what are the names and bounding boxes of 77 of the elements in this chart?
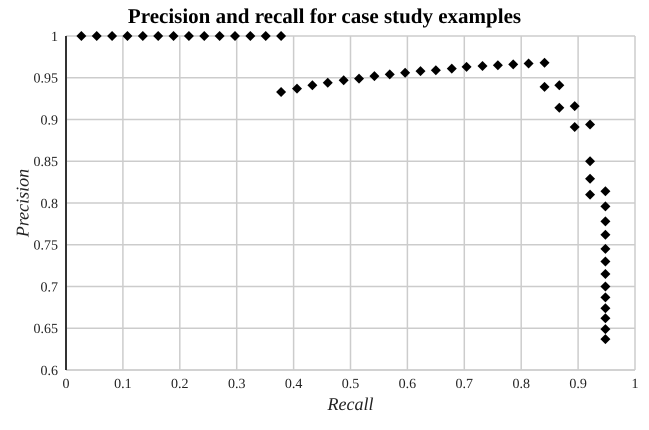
- chart-title: Precision and recall for case study examples: [126, 4, 522, 28]
- point: [138, 31, 148, 41]
- point: [384, 69, 395, 80]
- y-tick-label: 0.6: [40, 364, 58, 379]
- point: [585, 174, 596, 184]
- point: [600, 244, 610, 254]
- point: [570, 122, 580, 132]
- point: [524, 58, 534, 69]
- point: [168, 31, 179, 41]
- point: [585, 156, 596, 166]
- x-tick-label: 0.3: [228, 376, 246, 392]
- point: [184, 31, 194, 41]
- point: [600, 292, 610, 302]
- x-tick-label: 0.2: [171, 376, 189, 392]
- point: [600, 324, 610, 334]
- point: [430, 65, 441, 76]
- point: [570, 101, 580, 112]
- point: [199, 31, 210, 41]
- point: [600, 216, 610, 226]
- y-tick-label: 0.65: [34, 322, 58, 338]
- point: [600, 334, 610, 344]
- point: [415, 66, 426, 76]
- x-tick-label: 0.8: [512, 376, 530, 392]
- point: [600, 256, 610, 266]
- y-axis-title: Precision: [12, 168, 32, 238]
- point: [585, 120, 596, 130]
- point: [292, 84, 302, 94]
- point: [600, 201, 610, 212]
- point: [600, 230, 610, 240]
- y-tick-label: 0.75: [34, 238, 58, 254]
- point: [554, 102, 564, 113]
- point: [600, 268, 610, 279]
- point: [462, 62, 472, 72]
- point: [478, 61, 488, 72]
- point: [107, 31, 118, 41]
- point: [354, 74, 364, 84]
- point: [540, 82, 550, 92]
- x-tick-label: 0.6: [398, 376, 416, 392]
- point: [492, 60, 503, 70]
- x-tick-label: 0.1: [114, 376, 132, 392]
- point: [307, 80, 318, 90]
- point: [245, 31, 256, 41]
- point: [400, 68, 410, 78]
- point: [600, 303, 610, 314]
- point: [600, 186, 610, 196]
- y-tick-label: 0.8: [40, 196, 58, 212]
- point: [369, 71, 380, 82]
- point: [276, 31, 286, 41]
- x-tick-label: 0.7: [456, 376, 474, 392]
- x-tick-label: 0.5: [342, 376, 360, 392]
- y-tick-label: 0.85: [34, 155, 58, 170]
- y-tick-label: 0.9: [40, 113, 58, 128]
- point: [276, 86, 286, 97]
- point: [92, 31, 102, 41]
- point: [153, 31, 164, 41]
- point: [554, 80, 564, 90]
- point: [600, 313, 610, 324]
- point: [600, 282, 610, 292]
- x-tick-label: 0.4: [284, 376, 302, 392]
- x-axis-title: Recall: [326, 394, 374, 414]
- point: [540, 58, 550, 68]
- x-tick-label: 1: [632, 376, 638, 392]
- y-tick-label: 1: [51, 30, 58, 45]
- point: [508, 59, 518, 70]
- point: [446, 64, 457, 74]
- x-tick-label: 0.9: [569, 376, 587, 392]
- point: [585, 190, 596, 200]
- point: [322, 78, 333, 88]
- y-tick-label: 0.95: [34, 72, 58, 87]
- point: [260, 31, 271, 41]
- point: [230, 31, 240, 41]
- x-tick-label: 0: [62, 376, 70, 392]
- point: [122, 31, 132, 41]
- point: [76, 31, 86, 41]
- point: [338, 75, 349, 86]
- y-tick-label: 0.7: [40, 280, 58, 296]
- point: [214, 31, 225, 41]
